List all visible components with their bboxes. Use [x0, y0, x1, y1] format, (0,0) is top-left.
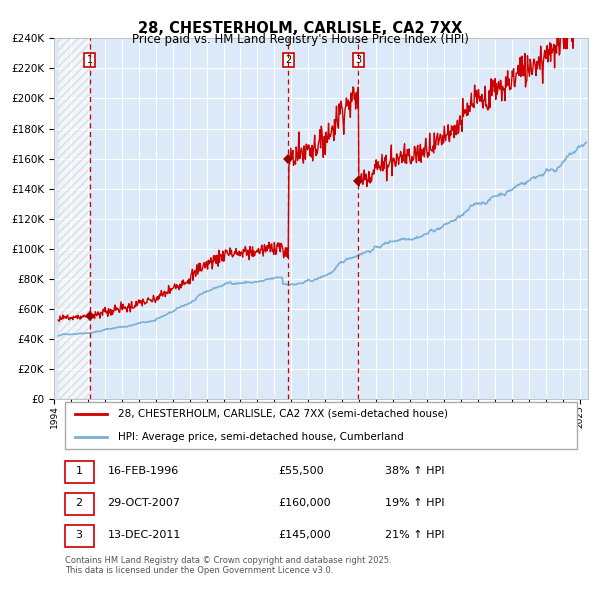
Text: 28, CHESTERHOLM, CARLISLE, CA2 7XX (semi-detached house): 28, CHESTERHOLM, CARLISLE, CA2 7XX (semi…	[118, 409, 448, 419]
Text: 3: 3	[76, 530, 83, 540]
FancyBboxPatch shape	[65, 525, 94, 547]
Text: 3: 3	[355, 55, 361, 65]
FancyBboxPatch shape	[65, 461, 94, 483]
Text: 28, CHESTERHOLM, CARLISLE, CA2 7XX: 28, CHESTERHOLM, CARLISLE, CA2 7XX	[138, 21, 462, 35]
Text: 1: 1	[87, 55, 93, 65]
Text: £55,500: £55,500	[278, 466, 324, 476]
Text: HPI: Average price, semi-detached house, Cumberland: HPI: Average price, semi-detached house,…	[118, 432, 404, 441]
FancyBboxPatch shape	[65, 402, 577, 448]
Text: 2: 2	[76, 498, 83, 508]
Text: £160,000: £160,000	[278, 498, 331, 508]
Text: 13-DEC-2011: 13-DEC-2011	[107, 530, 181, 540]
Text: 29-OCT-2007: 29-OCT-2007	[107, 498, 181, 508]
Text: Price paid vs. HM Land Registry's House Price Index (HPI): Price paid vs. HM Land Registry's House …	[131, 33, 469, 46]
Text: 38% ↑ HPI: 38% ↑ HPI	[385, 466, 445, 476]
Text: 19% ↑ HPI: 19% ↑ HPI	[385, 498, 445, 508]
FancyBboxPatch shape	[65, 493, 94, 515]
Text: 2: 2	[286, 55, 292, 65]
Text: 1: 1	[76, 466, 83, 476]
Text: 16-FEB-1996: 16-FEB-1996	[107, 466, 179, 476]
Text: Contains HM Land Registry data © Crown copyright and database right 2025.
This d: Contains HM Land Registry data © Crown c…	[65, 556, 391, 575]
Text: 21% ↑ HPI: 21% ↑ HPI	[385, 530, 445, 540]
Text: £145,000: £145,000	[278, 530, 331, 540]
